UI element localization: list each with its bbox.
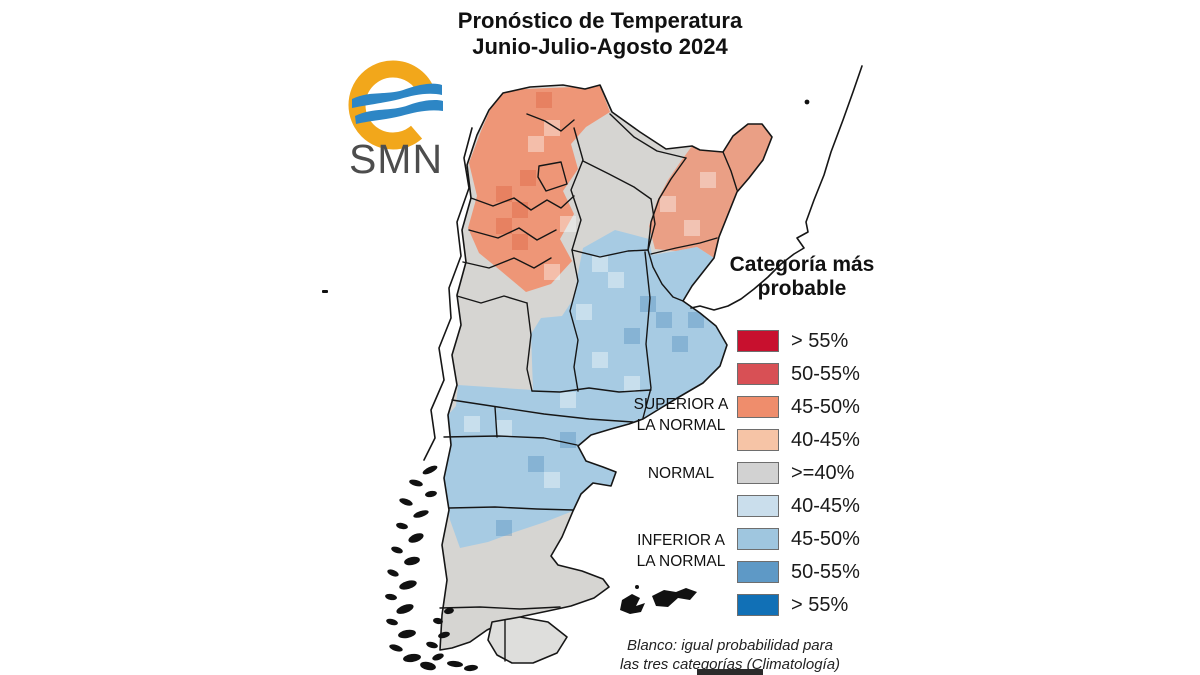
legend-label: 50-55% — [791, 362, 860, 385]
legend-title-line-1: Categoría más — [729, 253, 875, 276]
atlantic-coastline — [690, 65, 863, 311]
province-borders — [439, 113, 738, 610]
legend-swatch — [737, 528, 779, 550]
legend-label: 40-45% — [791, 494, 860, 517]
smn-logo-text: SMN — [348, 136, 444, 182]
category-superior-label: SUPERIOR A LA NORMAL — [622, 394, 740, 436]
legend-label: 50-55% — [791, 560, 860, 583]
category-superior-line-1: SUPERIOR A — [633, 396, 729, 413]
cropped-watermark — [697, 669, 763, 675]
logo-wave-lower — [355, 100, 443, 124]
legend-swatch — [737, 429, 779, 451]
logo-wave-upper — [352, 83, 442, 108]
legend-label: > 55% — [791, 329, 849, 352]
legend-swatch — [737, 330, 779, 352]
legend-item: 50-55% — [737, 559, 860, 585]
chile-coastline — [423, 127, 473, 461]
small-island-dot-pacific — [322, 290, 328, 293]
legend-label: 45-50% — [791, 527, 860, 550]
legend-title-line-2: probable — [757, 277, 847, 300]
chilean-fjords — [385, 465, 478, 672]
legend-item: 50-55% — [737, 361, 860, 387]
legend-item: >=40% — [737, 460, 854, 486]
legend-label: >=40% — [791, 461, 855, 484]
zone-ne-above-normal — [649, 124, 772, 258]
argentina-outline — [439, 84, 773, 651]
footnote: Blanco: igual probabilidad para las tres… — [585, 636, 875, 674]
legend-item: 45-50% — [737, 394, 860, 420]
legend-item: 40-45% — [737, 427, 860, 453]
legend-label: 40-45% — [791, 428, 860, 451]
malvinas-islands — [620, 585, 697, 614]
tierra-del-fuego — [487, 616, 568, 664]
page-title: Pronóstico de Temperatura Junio-Julio-Ag… — [0, 8, 1200, 60]
grid-texture — [464, 92, 716, 536]
legend-swatch — [737, 594, 779, 616]
category-normal-label: NORMAL — [622, 463, 740, 484]
footnote-line-2: las tres categorías (Climatología) — [619, 656, 841, 673]
title-line-1: Pronóstico de Temperatura — [457, 8, 743, 33]
legend-item: > 55% — [737, 592, 848, 618]
category-inferior-label: INFERIOR A LA NORMAL — [622, 530, 740, 572]
legend-swatch — [737, 363, 779, 385]
small-island-dot-ne — [804, 99, 810, 105]
title-line-2: Junio-Julio-Agosto 2024 — [472, 34, 728, 59]
legend-label: > 55% — [791, 593, 849, 616]
legend-title: Categoría más probable — [712, 253, 892, 301]
legend-item: 40-45% — [737, 493, 860, 519]
legend-item: 45-50% — [737, 526, 860, 552]
legend-swatch — [737, 396, 779, 418]
legend-swatch — [737, 495, 779, 517]
category-normal-line-1: NORMAL — [647, 465, 715, 482]
footnote-line-1: Blanco: igual probabilidad para — [627, 637, 833, 654]
smn-logo — [348, 60, 443, 150]
category-inferior-line-1: INFERIOR A — [637, 532, 725, 549]
legend-swatch — [737, 561, 779, 583]
category-inferior-line-2: LA NORMAL — [636, 553, 726, 570]
legend-label: 45-50% — [791, 395, 860, 418]
legend-swatch — [737, 462, 779, 484]
category-superior-line-2: LA NORMAL — [636, 417, 726, 434]
legend-item: > 55% — [737, 328, 848, 354]
zone-noa-above-normal — [468, 86, 610, 292]
